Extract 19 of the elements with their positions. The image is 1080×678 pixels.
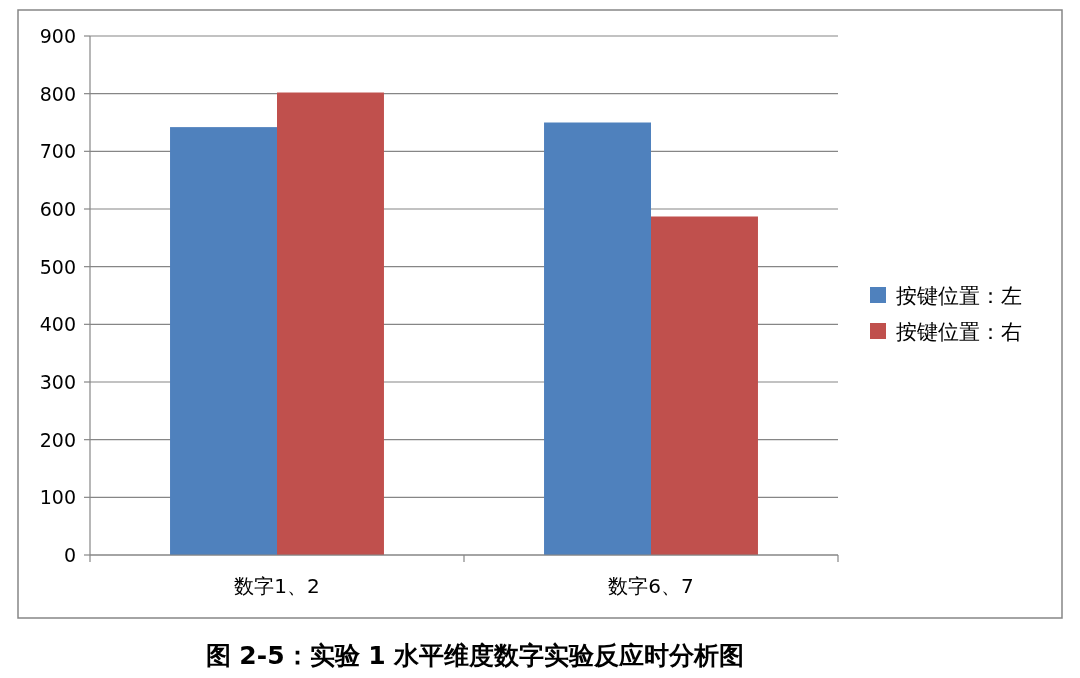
x-tick-label: 数字6、7: [608, 574, 694, 598]
text: 图 2-5：实验 1 水平维度数字实验反应时分析图: [205, 641, 745, 670]
bar: [277, 92, 384, 555]
y-tick-label: 500: [39, 255, 76, 278]
y-tick-label: 100: [39, 486, 76, 509]
bar: [544, 122, 651, 555]
y-tick-label: 700: [39, 140, 76, 163]
legend-label: 按键位置：左: [896, 284, 1022, 308]
bar: [651, 216, 758, 555]
y-tick-label: 600: [39, 198, 76, 220]
y-tick-label: 400: [39, 313, 76, 336]
y-tick-label: 0: [63, 544, 76, 566]
y-tick-label: 800: [39, 82, 76, 105]
x-tick-label: 数字1、2: [234, 574, 320, 598]
legend-label: 按键位置：右: [896, 320, 1022, 344]
y-tick-label: 900: [39, 25, 76, 47]
bar: [170, 127, 277, 555]
y-tick-label: 200: [39, 428, 76, 451]
y-tick-label: 300: [39, 371, 76, 393]
